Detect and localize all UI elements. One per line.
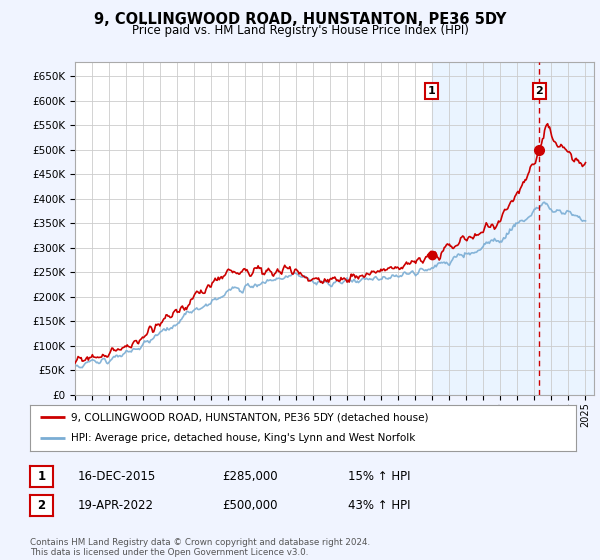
Text: 1: 1 — [428, 86, 436, 96]
Text: 43% ↑ HPI: 43% ↑ HPI — [348, 499, 410, 512]
Text: 15% ↑ HPI: 15% ↑ HPI — [348, 470, 410, 483]
Text: Contains HM Land Registry data © Crown copyright and database right 2024.
This d: Contains HM Land Registry data © Crown c… — [30, 538, 370, 557]
Text: Price paid vs. HM Land Registry's House Price Index (HPI): Price paid vs. HM Land Registry's House … — [131, 24, 469, 36]
Text: 2: 2 — [37, 499, 46, 512]
Text: 19-APR-2022: 19-APR-2022 — [78, 499, 154, 512]
Text: 2: 2 — [536, 86, 543, 96]
Text: 9, COLLINGWOOD ROAD, HUNSTANTON, PE36 5DY: 9, COLLINGWOOD ROAD, HUNSTANTON, PE36 5D… — [94, 12, 506, 27]
Text: 1: 1 — [37, 470, 46, 483]
Text: 16-DEC-2015: 16-DEC-2015 — [78, 470, 156, 483]
Text: £285,000: £285,000 — [222, 470, 278, 483]
Bar — [431, 62, 594, 395]
Text: HPI: Average price, detached house, King's Lynn and West Norfolk: HPI: Average price, detached house, King… — [71, 433, 415, 444]
Text: 9, COLLINGWOOD ROAD, HUNSTANTON, PE36 5DY (detached house): 9, COLLINGWOOD ROAD, HUNSTANTON, PE36 5D… — [71, 412, 428, 422]
Text: £500,000: £500,000 — [222, 499, 277, 512]
